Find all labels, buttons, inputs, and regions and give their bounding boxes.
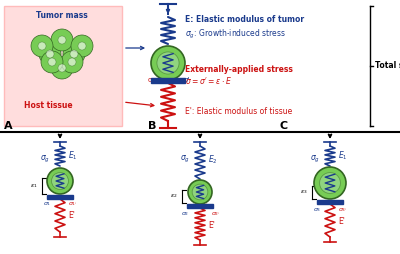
Text: $\sigma_{2'}$: $\sigma_{2'}$ <box>211 210 221 218</box>
Text: E': E' <box>338 216 345 226</box>
Circle shape <box>78 42 86 50</box>
Text: $\sigma_2$: $\sigma_2$ <box>181 210 189 218</box>
Circle shape <box>31 35 53 57</box>
Bar <box>317 200 343 204</box>
Circle shape <box>41 51 63 73</box>
Circle shape <box>38 42 46 50</box>
Circle shape <box>61 51 83 73</box>
Bar <box>47 195 73 199</box>
Text: Total solid stress: Total solid stress <box>375 61 400 71</box>
Circle shape <box>46 50 54 58</box>
Text: $\sigma_g$: Growth-induced stress: $\sigma_g$: Growth-induced stress <box>185 27 286 41</box>
Text: $\sigma_3$: $\sigma_3$ <box>313 206 321 214</box>
Text: Externally-applied stress: Externally-applied stress <box>185 65 293 73</box>
Circle shape <box>47 168 73 194</box>
Circle shape <box>70 50 78 58</box>
Circle shape <box>188 180 212 204</box>
Circle shape <box>314 167 346 199</box>
Text: E: Elastic modulus of tumor: E: Elastic modulus of tumor <box>185 15 304 24</box>
Circle shape <box>51 29 73 51</box>
Circle shape <box>52 172 68 189</box>
Text: $\varepsilon_2$: $\varepsilon_2$ <box>170 193 178 200</box>
Circle shape <box>51 57 73 79</box>
Text: $\sigma = \sigma' = \varepsilon \cdot E$: $\sigma = \sigma' = \varepsilon \cdot E$ <box>185 74 232 86</box>
Text: Tumor mass: Tumor mass <box>36 11 88 21</box>
Text: $E_1$: $E_1$ <box>338 150 348 162</box>
Circle shape <box>320 173 340 193</box>
Bar <box>151 77 185 83</box>
Circle shape <box>58 64 66 72</box>
Circle shape <box>48 58 56 66</box>
Text: Host tissue: Host tissue <box>24 102 73 110</box>
Text: E': E' <box>208 221 215 230</box>
Circle shape <box>68 58 76 66</box>
Text: $\sigma_1$: $\sigma_1$ <box>43 200 51 208</box>
Text: $\sigma_g$: $\sigma_g$ <box>310 153 320 165</box>
Bar <box>187 204 213 208</box>
Text: $\varepsilon_1$: $\varepsilon_1$ <box>30 182 38 190</box>
Text: E': E' <box>68 212 75 220</box>
Text: σ': σ' <box>184 77 190 83</box>
Circle shape <box>63 43 85 65</box>
Circle shape <box>71 35 93 57</box>
Text: σ: σ <box>148 77 152 83</box>
Text: A: A <box>4 121 13 131</box>
Circle shape <box>39 43 61 65</box>
FancyBboxPatch shape <box>4 6 122 126</box>
Text: B: B <box>148 121 156 131</box>
Circle shape <box>151 46 185 80</box>
Circle shape <box>58 36 66 44</box>
Text: $\sigma_{1'}$: $\sigma_{1'}$ <box>68 200 78 208</box>
Text: E': Elastic modulus of tissue: E': Elastic modulus of tissue <box>185 106 292 116</box>
Text: $E_2$: $E_2$ <box>208 154 218 166</box>
Text: C: C <box>280 121 288 131</box>
Text: $\sigma_g$: $\sigma_g$ <box>40 153 50 165</box>
Text: $\sigma_{3'}$: $\sigma_{3'}$ <box>338 206 348 214</box>
Circle shape <box>192 184 208 200</box>
Text: $\varepsilon_3$: $\varepsilon_3$ <box>300 188 308 196</box>
Text: $\sigma_g$: $\sigma_g$ <box>180 153 190 165</box>
Circle shape <box>157 52 179 74</box>
Text: $E_1$: $E_1$ <box>68 150 78 162</box>
